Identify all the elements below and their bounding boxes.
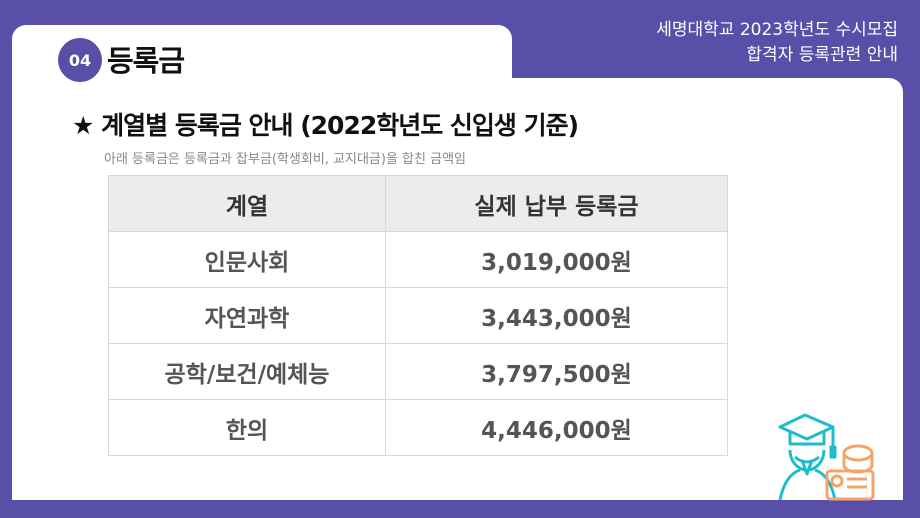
- header-line2: 합격자 등록관련 안내: [746, 45, 898, 65]
- note-text: 아래 등록금은 등록금과 잡부금(학생회비, 교지대금)을 합친 금액임: [104, 152, 466, 167]
- section-number-badge: 04: [58, 38, 102, 82]
- tuition-table: 계열 실제 납부 등록금 인문사회 3,019,000원 자연과학 3,443,00…: [108, 175, 728, 456]
- amount-cell: 3,019,000원: [385, 231, 728, 288]
- content-heading: ★ 계열별 등록금 안내 (2022학년도 신입생 기준): [72, 111, 579, 140]
- page-header: 세명대학교 2023학년도 수시모집 합격자 등록관련 안내: [656, 18, 898, 68]
- table-row: 공학/보건/예체능 3,797,500원: [108, 343, 728, 400]
- category-cell: 공학/보건/예체능: [108, 343, 386, 400]
- section-title: 등록금: [107, 44, 185, 78]
- table-row: 한의 4,446,000원: [108, 399, 728, 456]
- column-header: 실제 납부 등록금: [385, 175, 728, 232]
- amount-cell: 3,443,000원: [385, 287, 728, 344]
- amount-cell: 4,446,000원: [385, 399, 728, 456]
- table-row: 자연과학 3,443,000원: [108, 287, 728, 344]
- table-header-row: 계열 실제 납부 등록금: [108, 175, 728, 232]
- category-cell: 자연과학: [108, 287, 386, 344]
- table-row: 인문사회 3,019,000원: [108, 231, 728, 288]
- header-line1: 세명대학교 2023학년도 수시모집: [656, 20, 898, 40]
- category-cell: 인문사회: [108, 231, 386, 288]
- amount-cell: 3,797,500원: [385, 343, 728, 400]
- graduate-with-coins-icon: [778, 413, 875, 501]
- column-header: 계열: [108, 175, 386, 232]
- category-cell: 한의: [108, 399, 386, 456]
